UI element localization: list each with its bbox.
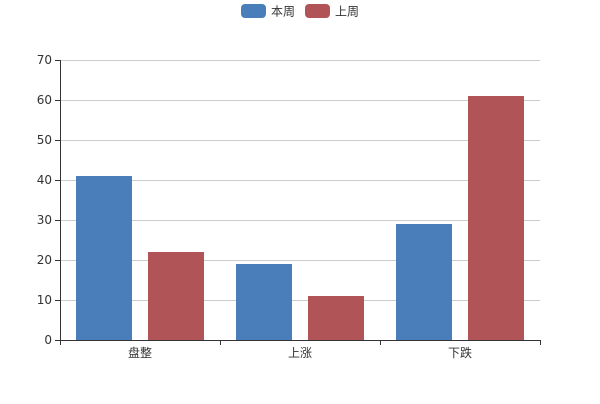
y-tick-label: 20 [37, 253, 52, 267]
x-tick-label: 下跌 [448, 345, 472, 360]
y-tick-label: 30 [37, 213, 52, 227]
y-tick-label: 70 [37, 53, 52, 67]
y-tick-label: 40 [37, 173, 52, 187]
y-tick-label: 0 [44, 333, 52, 347]
x-tick-label: 盘整 [128, 345, 152, 360]
axes: 0 10 20 30 40 50 60 70 盘整 上涨 下跌 [37, 53, 541, 360]
bar-上涨-上周[interactable] [308, 296, 364, 340]
bar-下跌-本周[interactable] [396, 224, 452, 340]
y-tick-label: 60 [37, 93, 52, 107]
y-tick-label: 10 [37, 293, 52, 307]
bar-下跌-上周[interactable] [468, 96, 524, 340]
x-tick-label: 上涨 [288, 345, 312, 360]
y-tick-label: 50 [37, 133, 52, 147]
legend-label-0[interactable]: 本周 [271, 5, 295, 19]
legend-swatch-0[interactable] [241, 4, 266, 18]
legend-swatch-1[interactable] [305, 4, 330, 18]
bars [76, 96, 524, 340]
bar-盘整-本周[interactable] [76, 176, 132, 340]
grid [60, 60, 540, 301]
bar-盘整-上周[interactable] [148, 252, 204, 340]
legend-label-1[interactable]: 上周 [335, 5, 359, 19]
legend: 本周 上周 [241, 4, 359, 19]
bar-上涨-本周[interactable] [236, 264, 292, 340]
